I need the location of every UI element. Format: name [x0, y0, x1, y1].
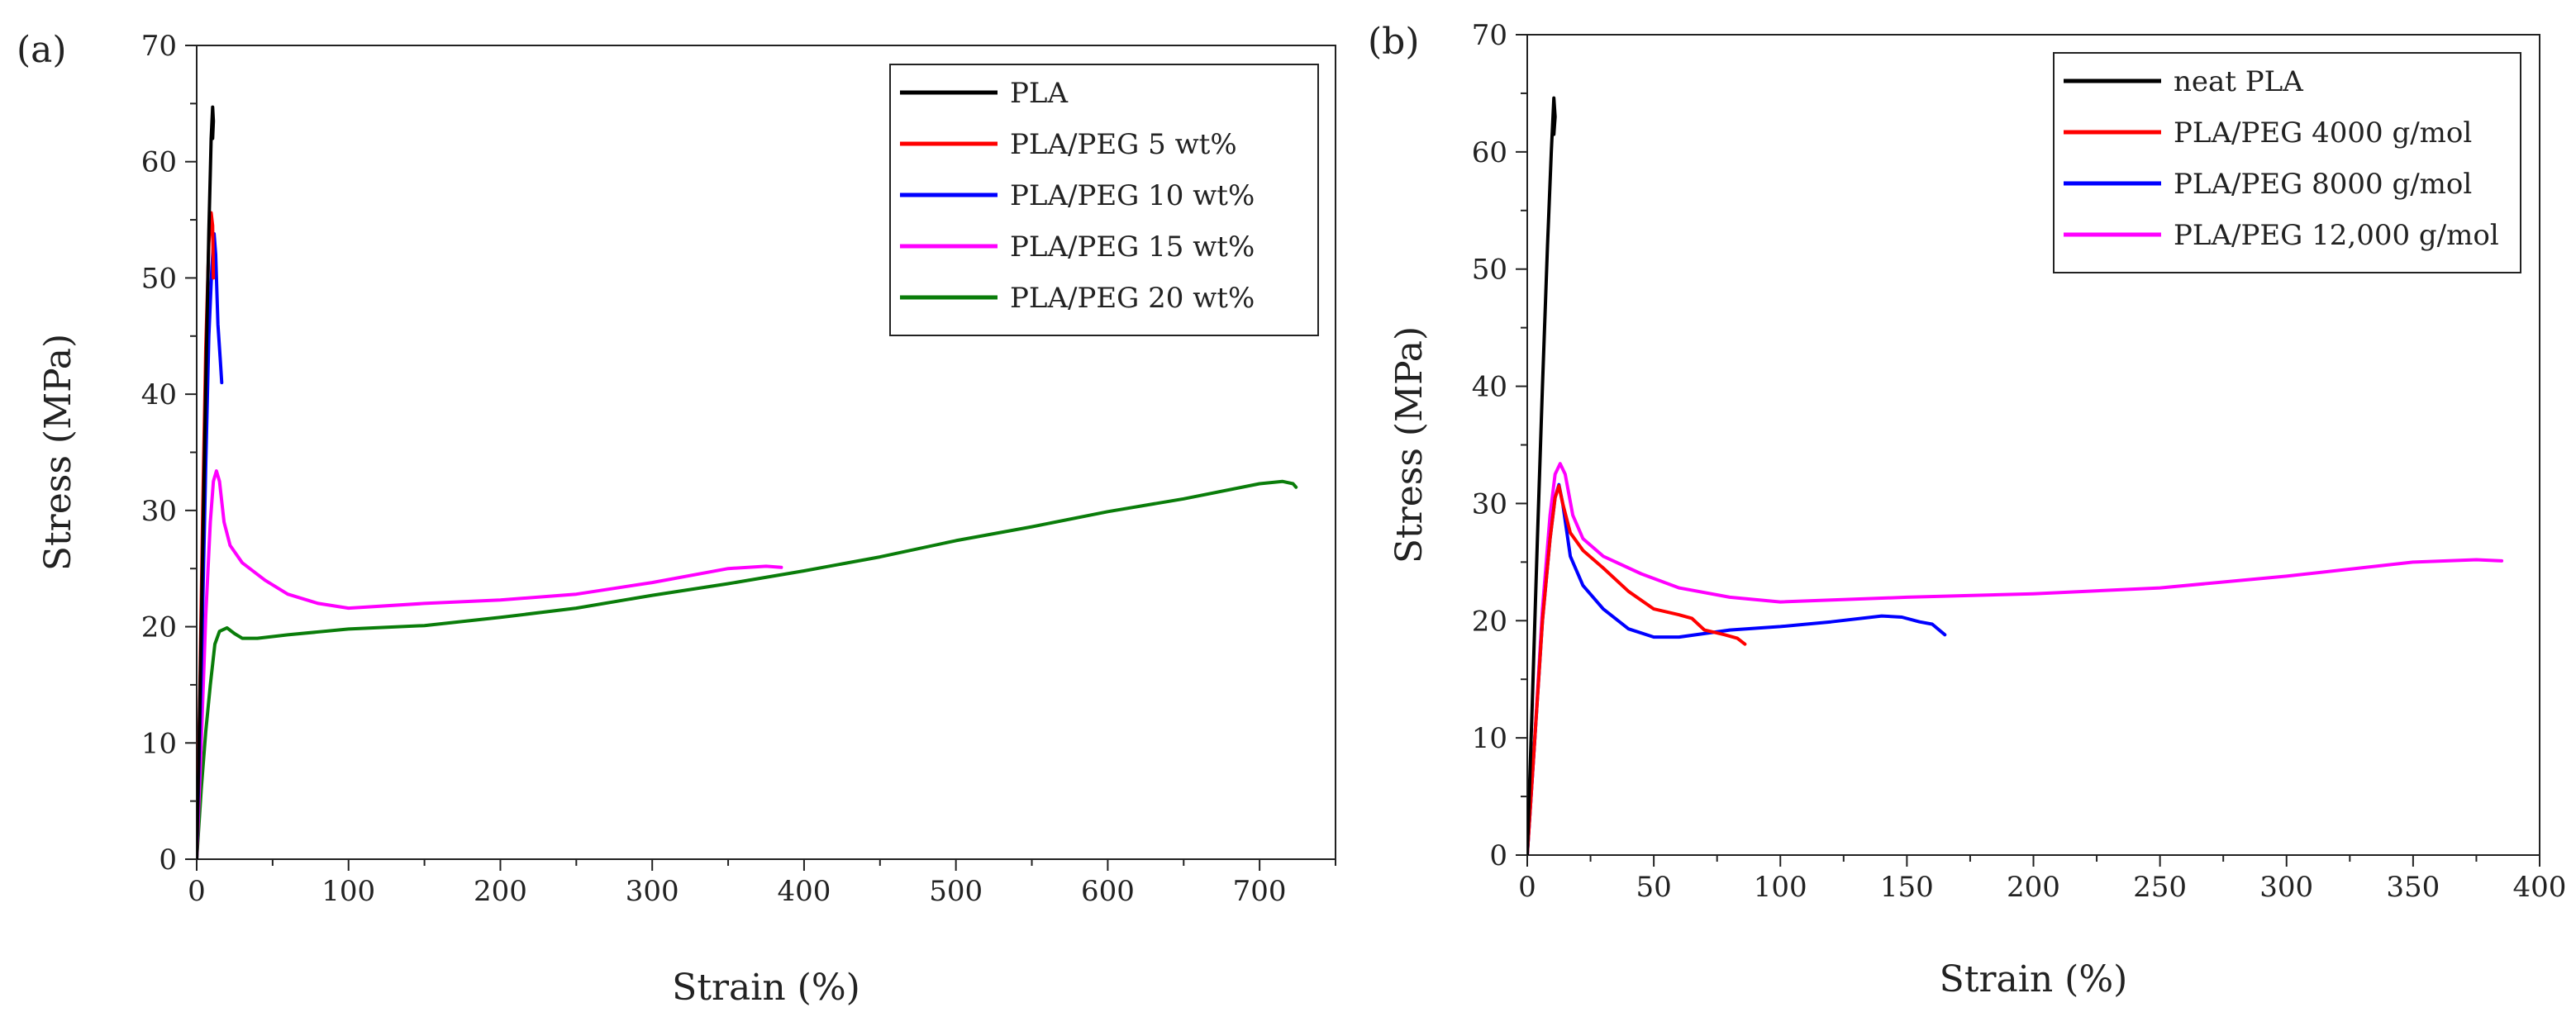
chart0-y-tick-label: 60	[141, 146, 177, 179]
chart0-y-tick-label: 30	[141, 495, 177, 528]
chart1-x-tick-label: 250	[2133, 871, 2187, 904]
chart1-y-tick-label: 0	[1489, 839, 1507, 872]
chart0-x-tick-label: 500	[929, 875, 983, 908]
chart0-series-line-pla	[197, 105, 216, 859]
chart0-y-tick-label: 10	[141, 727, 177, 760]
chart1-plot: (b) 0 50 100 150 200 250 300 350 400 0 10 20 30 40 50 60…	[1368, 19, 2566, 1000]
chart1-x-tick-label: 0	[1518, 871, 1536, 904]
chart0-legend-box	[889, 64, 1319, 336]
chart1-series-line-pla-peg-8000-g-mol	[1527, 482, 1947, 855]
chart1-y-tick-label: 20	[1472, 605, 1507, 638]
chart0-y-tick-label: 0	[159, 844, 177, 877]
chart1-panel-label: (b)	[1368, 21, 1420, 63]
chart1-series-line-neat-pla	[1527, 96, 1557, 855]
chart0-legend-label: PLA/PEG 10 wt%	[1010, 179, 1255, 212]
chart1-y-tick-label: 60	[1472, 136, 1507, 169]
chart0-x-tick-label: 300	[626, 875, 679, 908]
chart0-x-tick-label: 0	[188, 875, 206, 908]
chart0-y-tick-label: 40	[141, 378, 177, 411]
chart0-legend-label: PLA/PEG 20 wt%	[1010, 282, 1255, 315]
chart1-x-tick-label: 100	[1754, 871, 1807, 904]
chart0-y-tick-label: 50	[141, 262, 177, 295]
chart0-legend-label: PLA/PEG 5 wt%	[1010, 128, 1237, 161]
chart0-plot: (a) 0 100 200 300 400 500 600 700 0 10 20 30 40 50 60 70…	[17, 29, 1336, 1009]
chart1-x-tick-label: 200	[2007, 871, 2060, 904]
chart1-y-tick-label: 40	[1472, 371, 1507, 404]
chart1-x-tick-label: 400	[2513, 871, 2567, 904]
chart1-series-line-pla-peg-4000-g-mol	[1527, 484, 1747, 855]
chart1-x-axis-title: Strain (%)	[1940, 958, 2128, 1000]
chart0-y-axis-title: Stress (MPa)	[37, 334, 79, 571]
chart1-legend-label: PLA/PEG 4000 g/mol	[2174, 116, 2472, 150]
chart0-x-tick-label: 700	[1233, 875, 1287, 908]
chart1-y-tick-label: 10	[1472, 722, 1507, 755]
chart1-legend-label: PLA/PEG 12,000 g/mol	[2174, 219, 2499, 252]
chart1-x-tick-label: 50	[1636, 871, 1671, 904]
chart0-y-tick-label: 20	[141, 611, 177, 644]
chart0-x-tick-label: 600	[1081, 875, 1135, 908]
chart0-x-tick-label: 200	[474, 875, 527, 908]
chart0-legend-label: PLA/PEG 15 wt%	[1010, 230, 1255, 264]
chart0-x-tick-label: 400	[777, 875, 831, 908]
chart0-legend-label: PLA	[1010, 77, 1068, 110]
chart0-panel-label: (a)	[17, 29, 67, 71]
chart1-legend-label: PLA/PEG 8000 g/mol	[2174, 168, 2472, 201]
chart1-x-tick-label: 350	[2386, 871, 2440, 904]
chart1-x-tick-label: 150	[1880, 871, 1934, 904]
chart1-legend-label: neat PLA	[2174, 65, 2303, 98]
chart0-x-tick-label: 100	[321, 875, 375, 908]
chart1-y-tick-label: 50	[1472, 254, 1507, 287]
chart0-legend: PLA PLA/PEG 5 wt% PLA/PEG 10 wt% PLA/PEG 15…	[889, 64, 1319, 336]
chart1-y-tick-label: 30	[1472, 487, 1507, 520]
chart1-series-group	[1527, 96, 2504, 855]
chart1-series-line-pla-peg-12-000-g-mol	[1527, 462, 2504, 855]
chart1-y-tick-label: 70	[1472, 19, 1507, 52]
chart0-series-line-pla-peg-15-wt	[197, 469, 783, 859]
chart1-y-axis-title: Stress (MPa)	[1388, 326, 1431, 563]
chart1-legend: neat PLA PLA/PEG 4000 g/mol PLA/PEG 8000 g…	[2053, 52, 2521, 273]
chart1-x-tick-label: 300	[2259, 871, 2313, 904]
chart0-series-group	[197, 105, 1298, 859]
chart0-x-axis-title: Strain (%)	[672, 967, 860, 1009]
chart0-y-tick-label: 70	[141, 30, 177, 63]
chart0-series-line-pla-peg-20-wt	[197, 479, 1298, 859]
